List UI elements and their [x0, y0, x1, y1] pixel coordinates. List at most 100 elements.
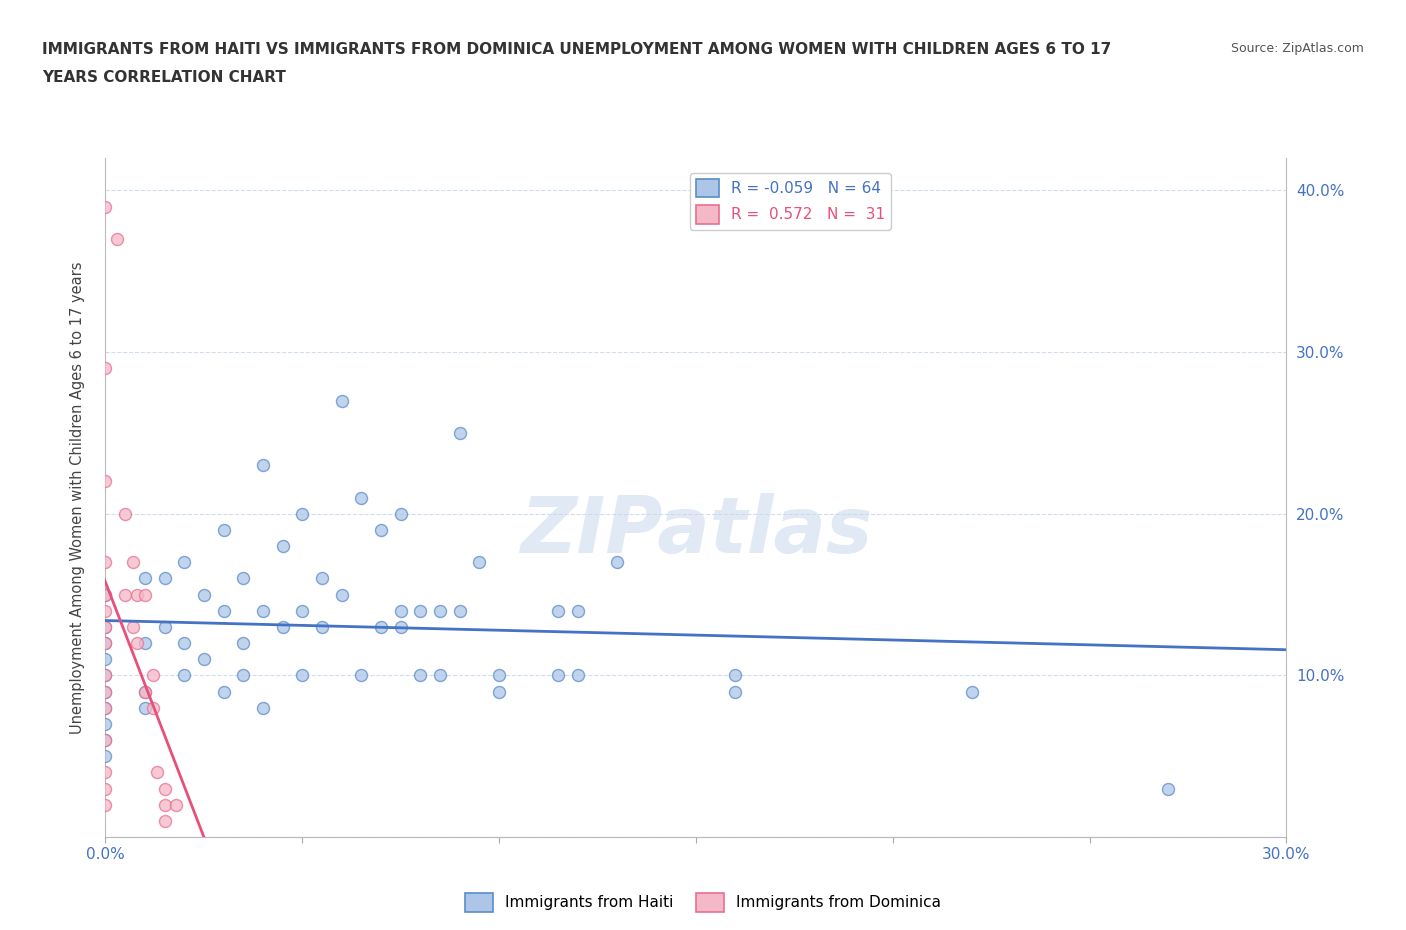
- Point: [291, 604, 314, 618]
- Point: [960, 684, 983, 699]
- Point: [193, 587, 215, 602]
- Point: [547, 604, 569, 618]
- Point: [547, 668, 569, 683]
- Point: [350, 668, 373, 683]
- Point: [173, 668, 195, 683]
- Point: [94, 733, 117, 748]
- Point: [291, 506, 314, 521]
- Point: [94, 781, 117, 796]
- Point: [94, 668, 117, 683]
- Point: [153, 797, 176, 812]
- Point: [134, 635, 156, 650]
- Point: [567, 668, 589, 683]
- Point: [271, 619, 294, 634]
- Point: [94, 700, 117, 715]
- Point: [212, 523, 235, 538]
- Point: [94, 474, 117, 489]
- Point: [94, 604, 117, 618]
- Point: [311, 619, 333, 634]
- Point: [94, 700, 117, 715]
- Point: [724, 684, 747, 699]
- Point: [94, 668, 117, 683]
- Point: [94, 684, 117, 699]
- Point: [389, 619, 412, 634]
- Point: [232, 668, 254, 683]
- Point: [94, 764, 117, 779]
- Point: [114, 587, 136, 602]
- Point: [488, 684, 510, 699]
- Legend: Immigrants from Haiti, Immigrants from Dominica: Immigrants from Haiti, Immigrants from D…: [458, 887, 948, 918]
- Point: [330, 393, 353, 408]
- Point: [114, 506, 136, 521]
- Text: YEARS CORRELATION CHART: YEARS CORRELATION CHART: [42, 70, 285, 85]
- Point: [291, 668, 314, 683]
- Point: [134, 587, 156, 602]
- Text: IMMIGRANTS FROM HAITI VS IMMIGRANTS FROM DOMINICA UNEMPLOYMENT AMONG WOMEN WITH : IMMIGRANTS FROM HAITI VS IMMIGRANTS FROM…: [42, 42, 1111, 57]
- Point: [370, 619, 392, 634]
- Point: [409, 668, 432, 683]
- Point: [94, 635, 117, 650]
- Point: [370, 523, 392, 538]
- Point: [165, 797, 187, 812]
- Point: [134, 684, 156, 699]
- Point: [94, 797, 117, 812]
- Point: [449, 425, 471, 440]
- Point: [153, 781, 176, 796]
- Point: [1157, 781, 1180, 796]
- Point: [232, 571, 254, 586]
- Point: [134, 684, 156, 699]
- Point: [122, 619, 145, 634]
- Point: [134, 571, 156, 586]
- Point: [94, 619, 117, 634]
- Point: [350, 490, 373, 505]
- Point: [232, 635, 254, 650]
- Point: [389, 604, 412, 618]
- Point: [125, 635, 148, 650]
- Point: [311, 571, 333, 586]
- Point: [94, 733, 117, 748]
- Point: [94, 587, 117, 602]
- Point: [212, 684, 235, 699]
- Point: [94, 361, 117, 376]
- Text: ZIPatlas: ZIPatlas: [520, 494, 872, 569]
- Point: [145, 764, 167, 779]
- Point: [125, 587, 148, 602]
- Point: [724, 668, 747, 683]
- Point: [252, 604, 274, 618]
- Point: [567, 604, 589, 618]
- Point: [252, 700, 274, 715]
- Point: [94, 587, 117, 602]
- Point: [252, 458, 274, 472]
- Point: [153, 619, 176, 634]
- Point: [134, 700, 156, 715]
- Point: [429, 668, 451, 683]
- Point: [94, 716, 117, 731]
- Legend: R = -0.059   N = 64, R =  0.572   N =  31: R = -0.059 N = 64, R = 0.572 N = 31: [690, 173, 891, 230]
- Point: [153, 571, 176, 586]
- Point: [389, 506, 412, 521]
- Point: [173, 635, 195, 650]
- Point: [429, 604, 451, 618]
- Point: [122, 555, 145, 570]
- Point: [488, 668, 510, 683]
- Point: [468, 555, 491, 570]
- Point: [94, 684, 117, 699]
- Point: [142, 700, 165, 715]
- Point: [94, 749, 117, 764]
- Point: [142, 668, 165, 683]
- Point: [94, 619, 117, 634]
- Point: [449, 604, 471, 618]
- Point: [94, 199, 117, 214]
- Point: [94, 635, 117, 650]
- Text: Source: ZipAtlas.com: Source: ZipAtlas.com: [1230, 42, 1364, 55]
- Point: [193, 652, 215, 667]
- Y-axis label: Unemployment Among Women with Children Ages 6 to 17 years: Unemployment Among Women with Children A…: [70, 261, 84, 734]
- Point: [94, 555, 117, 570]
- Point: [94, 652, 117, 667]
- Point: [271, 538, 294, 553]
- Point: [212, 604, 235, 618]
- Point: [330, 587, 353, 602]
- Point: [153, 814, 176, 829]
- Point: [409, 604, 432, 618]
- Point: [606, 555, 628, 570]
